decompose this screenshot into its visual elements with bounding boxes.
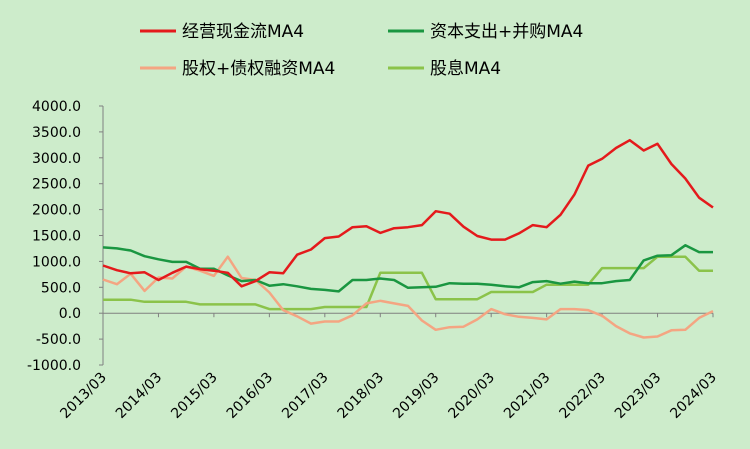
x-tick-label: 2019/03	[390, 370, 442, 422]
x-tick-label: 2016/03	[224, 370, 276, 422]
x-tick-label: 2021/03	[501, 370, 553, 422]
y-tick-label: 500.0	[41, 280, 81, 296]
series-line-0	[102, 138, 714, 288]
y-tick-label: 1500.0	[32, 229, 81, 245]
legend-label-dividend: 股息MA4	[430, 59, 501, 79]
legend-item-financing: 股权+债权融资MA4	[140, 59, 335, 79]
y-tick-label: -500.0	[36, 332, 81, 348]
legend: 经营现金流MA4 资本支出+并购MA4 股权+债权融资MA4 股息MA4	[140, 22, 583, 79]
legend-item-capex-ma: 资本支出+并购MA4	[388, 22, 583, 42]
x-tick-label: 2024/03	[667, 370, 719, 422]
x-tick-label: 2013/03	[57, 370, 109, 422]
x-tick-label: 2020/03	[446, 370, 498, 422]
x-tick-label: 2017/03	[279, 370, 331, 422]
y-tick-label: 2000.0	[32, 203, 81, 219]
legend-label-financing: 股权+债权融资MA4	[182, 59, 335, 79]
y-tick-label: 2500.0	[32, 177, 81, 193]
x-tick-label: 2018/03	[335, 370, 387, 422]
x-tick-label: 2023/03	[612, 370, 664, 422]
legend-item-operating-cash-flow: 经营现金流MA4	[140, 22, 304, 42]
legend-label-operating-cash-flow: 经营现金流MA4	[182, 22, 304, 42]
x-tick-label: 2014/03	[113, 370, 165, 422]
y-tick-label: 1000.0	[32, 254, 81, 270]
series-line-3	[103, 255, 713, 311]
legend-label-capex-ma: 资本支出+并购MA4	[430, 22, 583, 42]
series-line-2	[102, 255, 714, 339]
y-tick-label: 4000.0	[32, 99, 81, 115]
y-tick-label: 0.0	[59, 306, 81, 322]
plot-lines	[102, 138, 714, 339]
y-axis: 4000.0 3500.0 3000.0 2500.0 2000.0 1500.0 1000…	[27, 99, 104, 374]
x-tick-label: 2015/03	[168, 370, 220, 422]
y-tick-label: -1000.0	[27, 358, 81, 374]
y-tick-label: 3500.0	[32, 125, 81, 141]
y-tick-label: 3000.0	[32, 151, 81, 167]
legend-item-dividend: 股息MA4	[388, 59, 501, 79]
x-tick-label: 2022/03	[556, 370, 608, 422]
